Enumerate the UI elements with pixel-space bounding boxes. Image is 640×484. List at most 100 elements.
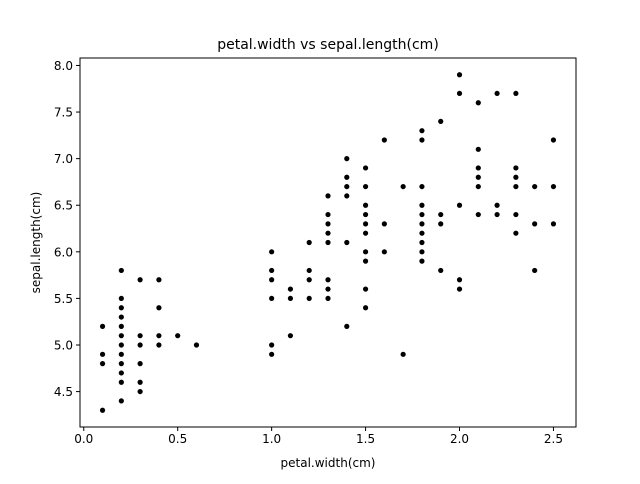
data-point bbox=[118, 361, 124, 367]
data-point bbox=[269, 295, 275, 302]
y-tick-label: 4.5 bbox=[54, 385, 73, 399]
points-layer bbox=[99, 72, 557, 413]
data-point bbox=[456, 90, 463, 97]
data-point bbox=[362, 305, 369, 311]
data-point bbox=[475, 211, 481, 218]
data-point bbox=[400, 351, 406, 357]
data-point bbox=[269, 351, 275, 357]
data-point bbox=[419, 183, 425, 190]
data-point bbox=[400, 183, 406, 190]
data-point bbox=[362, 230, 369, 236]
data-point bbox=[344, 239, 350, 246]
data-point bbox=[137, 388, 143, 395]
chart-title: petal.width vs sepal.length(cm) bbox=[217, 37, 439, 53]
data-point bbox=[118, 342, 124, 348]
data-point bbox=[99, 351, 106, 357]
data-point bbox=[513, 211, 519, 218]
data-point bbox=[438, 211, 444, 218]
data-point bbox=[550, 137, 557, 143]
data-point bbox=[419, 211, 425, 218]
data-point bbox=[287, 333, 294, 339]
data-point bbox=[513, 174, 519, 180]
x-axis: 0.0 0.5 1.0 1.5 2.0 2.5 bbox=[74, 427, 563, 446]
x-tick-label: 0.5 bbox=[168, 432, 187, 446]
data-point bbox=[344, 193, 350, 199]
data-point bbox=[344, 174, 350, 180]
data-point bbox=[475, 183, 481, 190]
data-point bbox=[475, 165, 481, 171]
x-tick-label: 1.5 bbox=[356, 432, 375, 446]
data-point bbox=[156, 305, 162, 311]
data-point bbox=[269, 249, 275, 255]
data-point bbox=[344, 183, 350, 190]
data-point bbox=[193, 342, 200, 348]
data-point bbox=[362, 183, 369, 190]
data-point bbox=[513, 183, 519, 190]
data-point bbox=[287, 295, 294, 302]
y-tick-label: 5.5 bbox=[54, 292, 73, 306]
data-point bbox=[118, 333, 124, 339]
data-point bbox=[325, 230, 331, 236]
data-point bbox=[269, 277, 275, 283]
data-point bbox=[381, 249, 387, 255]
data-point bbox=[532, 267, 538, 274]
data-point bbox=[306, 295, 312, 302]
data-point bbox=[118, 398, 124, 404]
data-point bbox=[419, 202, 425, 208]
data-point bbox=[137, 333, 143, 339]
data-point bbox=[362, 211, 369, 218]
data-point bbox=[325, 211, 331, 218]
data-point bbox=[419, 221, 425, 227]
x-tick-label: 0.0 bbox=[74, 432, 93, 446]
data-point bbox=[494, 211, 500, 218]
y-tick-label: 6.0 bbox=[54, 245, 73, 259]
y-tick-label: 8.0 bbox=[54, 59, 73, 73]
data-point bbox=[456, 72, 463, 78]
y-tick-label: 7.0 bbox=[54, 152, 73, 166]
data-point bbox=[419, 239, 425, 246]
y-axis: 4.5 5.0 5.5 6.0 6.5 7.0 7.5 8.0 bbox=[54, 59, 80, 399]
data-point bbox=[419, 137, 425, 143]
data-point bbox=[362, 202, 369, 208]
data-point bbox=[438, 118, 444, 124]
data-point bbox=[456, 286, 463, 292]
data-point bbox=[513, 165, 519, 171]
x-axis-label: petal.width(cm) bbox=[281, 456, 376, 470]
data-point bbox=[325, 295, 331, 302]
data-point bbox=[118, 351, 124, 357]
data-point bbox=[118, 370, 124, 376]
data-point bbox=[362, 258, 369, 264]
data-point bbox=[381, 137, 387, 143]
data-point bbox=[137, 277, 143, 283]
data-point bbox=[362, 165, 369, 171]
data-point bbox=[475, 146, 481, 152]
data-point bbox=[532, 221, 538, 227]
data-point bbox=[494, 90, 500, 97]
data-point bbox=[306, 277, 312, 283]
data-point bbox=[118, 295, 124, 302]
y-tick-label: 7.5 bbox=[54, 106, 73, 120]
data-point bbox=[175, 333, 181, 339]
data-point bbox=[344, 156, 350, 162]
data-point bbox=[306, 267, 312, 274]
data-point bbox=[456, 277, 463, 283]
data-point bbox=[456, 202, 463, 208]
data-point bbox=[306, 239, 312, 246]
data-point bbox=[419, 249, 425, 255]
data-point bbox=[118, 305, 124, 311]
data-point bbox=[494, 202, 500, 208]
x-tick-label: 2.0 bbox=[450, 432, 469, 446]
data-point bbox=[362, 286, 369, 292]
data-point bbox=[532, 183, 538, 190]
data-point bbox=[362, 249, 369, 255]
data-point bbox=[118, 314, 124, 320]
data-point bbox=[156, 342, 162, 348]
data-point bbox=[438, 221, 444, 227]
plot-frame bbox=[79, 57, 577, 428]
data-point bbox=[137, 342, 143, 348]
data-point bbox=[325, 221, 331, 227]
data-point bbox=[550, 221, 557, 227]
data-point bbox=[438, 267, 444, 274]
data-point bbox=[269, 342, 275, 348]
